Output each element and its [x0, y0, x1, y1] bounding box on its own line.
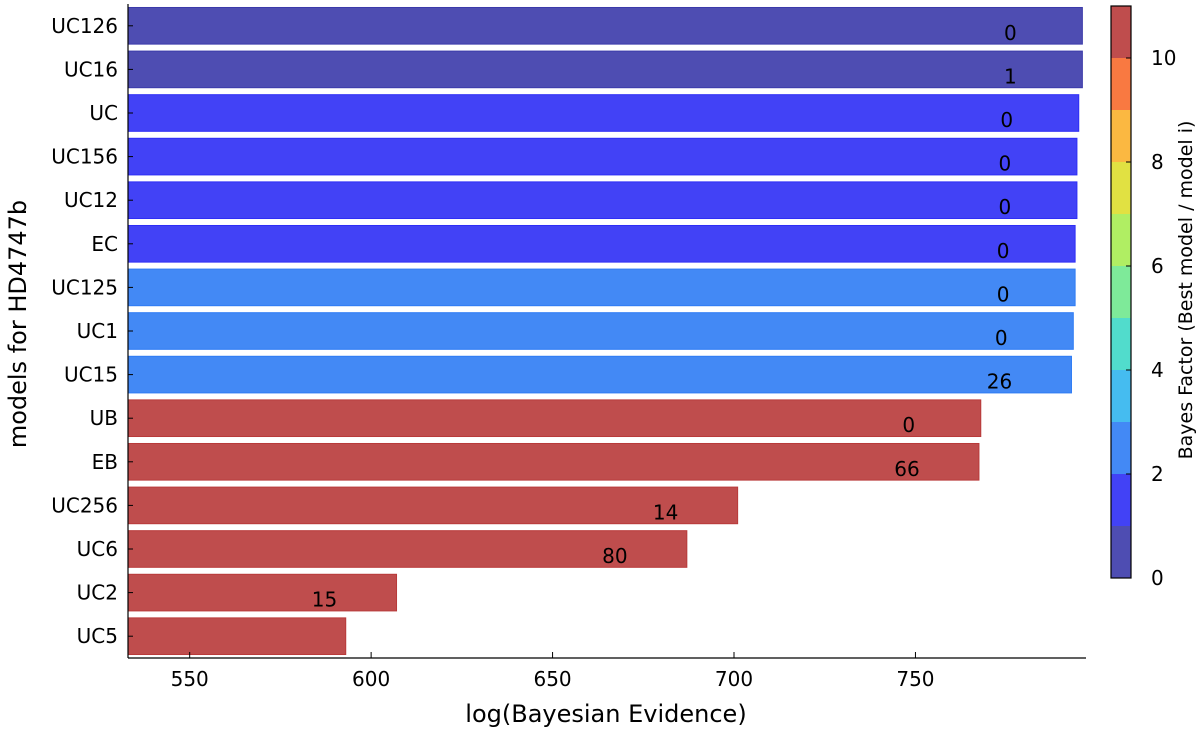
- colorbar-tick-label: 4: [1151, 358, 1164, 382]
- y-tick-label: EB: [92, 450, 118, 474]
- y-tick-label: UC6: [77, 537, 118, 561]
- bar-value-label: 0: [902, 413, 915, 437]
- colorbar-tick-label: 0: [1151, 566, 1164, 590]
- colorbar-band: [1111, 110, 1131, 162]
- x-tick-label: 600: [352, 667, 390, 691]
- bar-uc256: [127, 486, 739, 525]
- x-tick-label: 750: [896, 667, 934, 691]
- bar-value-label: 0: [995, 326, 1008, 350]
- bar-uc156: [127, 137, 1078, 176]
- y-tick-label: UC126: [51, 14, 118, 38]
- bar-uc5: [127, 617, 347, 656]
- colorbar: 0 2 4 6 8 10: [1110, 5, 1176, 590]
- bar-value-label: 0: [1004, 21, 1017, 45]
- colorbar-band: [1111, 370, 1131, 422]
- y-tick-label: UC12: [64, 188, 118, 212]
- bar-value-label: 0: [999, 195, 1012, 219]
- y-tick-label: UC1: [77, 319, 118, 343]
- bar-value-label: 15: [312, 588, 337, 612]
- bar-uc125: [127, 268, 1076, 307]
- bar-uc15: [127, 355, 1072, 394]
- colorbar-title: Bayes Factor (Best model / model i): [1175, 121, 1197, 460]
- x-tick-label: 700: [715, 667, 753, 691]
- colorbar-tick-label: 10: [1151, 46, 1176, 70]
- y-tick-label: UC125: [51, 275, 118, 299]
- y-tick-label: UB: [90, 406, 118, 430]
- axes-layer: [127, 4, 1086, 659]
- bar-value-label: 26: [987, 370, 1012, 394]
- colorbar-tick-label: 2: [1151, 462, 1164, 486]
- colorbar-band: [1111, 58, 1131, 110]
- y-tick-label: UC5: [77, 624, 118, 648]
- bars-layer: [127, 6, 1083, 656]
- y-axis-title: models for HD4747b: [4, 200, 32, 448]
- colorbar-band: [1111, 162, 1131, 214]
- bar-value-label: 80: [602, 544, 627, 568]
- bar-value-label: 0: [1000, 108, 1013, 132]
- colorbar-band: [1111, 526, 1131, 578]
- bar-value-label: 0: [997, 282, 1010, 306]
- colorbar-frame: [1110, 5, 1132, 579]
- colorbar-band: [1111, 318, 1131, 370]
- bar-value-label: 14: [653, 500, 678, 524]
- colorbar-band: [1111, 6, 1131, 58]
- bar-ec: [127, 224, 1076, 263]
- x-tick-label: 550: [171, 667, 209, 691]
- bar-value-label: 0: [997, 239, 1010, 263]
- colorbar-band: [1111, 474, 1131, 526]
- bar-ub: [127, 399, 982, 438]
- bar-uc16: [127, 50, 1083, 89]
- y-tick-label: UC2: [77, 581, 118, 605]
- y-tick-label: EC: [91, 232, 118, 256]
- colorbar-band: [1111, 422, 1131, 474]
- bar-value-label: 0: [999, 152, 1012, 176]
- bar-uc: [127, 94, 1080, 132]
- bar-uc2: [127, 573, 398, 612]
- colorbar-tick-label: 6: [1151, 254, 1164, 278]
- y-tick-label: UC156: [51, 145, 118, 169]
- bar-value-label: 66: [894, 457, 919, 481]
- colorbar-tick-label: 8: [1151, 150, 1164, 174]
- bar-uc6: [127, 530, 688, 568]
- y-tick-label: UC16: [64, 57, 118, 81]
- bar-uc1: [127, 312, 1074, 350]
- colorbar-band: [1111, 214, 1131, 266]
- y-tick-label: UC: [89, 101, 118, 125]
- x-axis-title: log(Bayesian Evidence): [465, 700, 746, 728]
- bar-uc126: [127, 6, 1083, 45]
- y-tick-label: UC256: [51, 493, 118, 517]
- labels-layer: 0UC1261UC160UC0UC1560UC120EC0UC1250UC126…: [51, 14, 1017, 691]
- colorbar-band: [1111, 266, 1131, 318]
- bar-value-label: 1: [1004, 64, 1017, 88]
- bar-uc12: [127, 181, 1078, 220]
- x-tick-label: 650: [533, 667, 571, 691]
- bar-eb: [127, 442, 980, 481]
- y-tick-label: UC15: [64, 363, 118, 387]
